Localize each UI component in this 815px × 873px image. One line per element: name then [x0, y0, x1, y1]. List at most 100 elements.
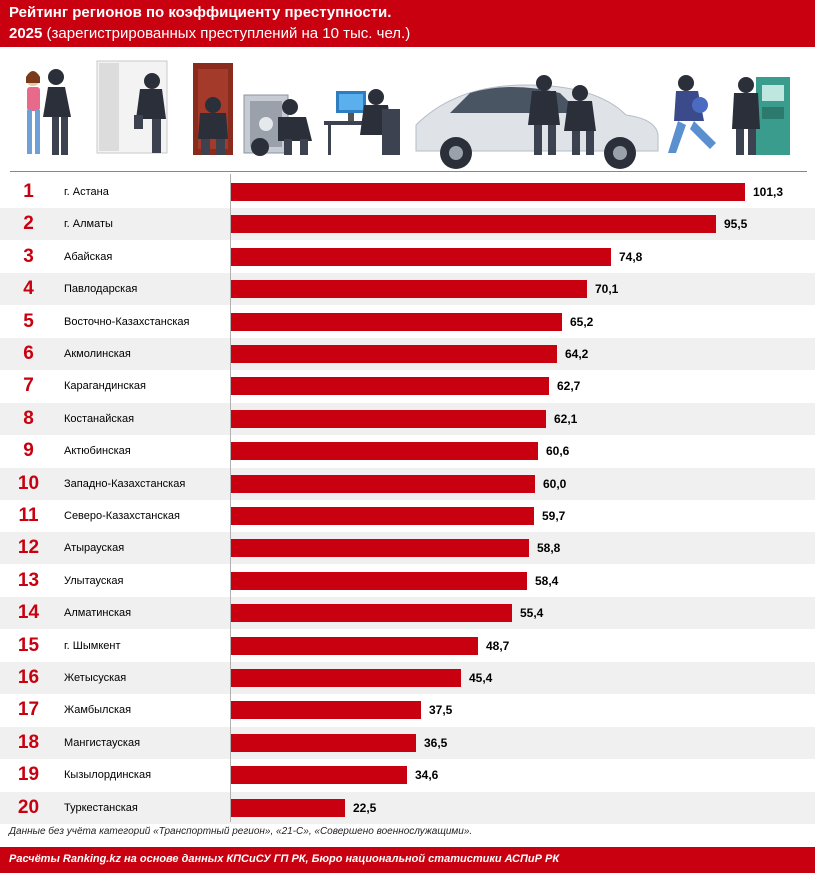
chart-subtitle: 2025 (зарегистрированных преступлений на…: [9, 25, 410, 42]
chart-row: 12 Атырауская 58,8: [0, 532, 815, 565]
chart-row: 6 Акмолинская 64,2: [0, 338, 815, 370]
footer-banner: Расчёты Ranking.kz на основе данных КПСи…: [0, 847, 815, 873]
bar: [231, 215, 716, 234]
bar: [231, 345, 557, 363]
bar: [231, 247, 611, 266]
rank-label: 7: [23, 375, 34, 397]
chart-row: 11 Северо-Казахстанская 59,7: [0, 500, 815, 532]
value-label: 58,4: [535, 573, 559, 588]
hacker-computer-icon: [324, 89, 400, 155]
rank-label: 20: [17, 796, 40, 818]
chart-row: 3 Абайская 74,8: [0, 240, 815, 273]
chart-row: 13 Улытауская 58,4: [0, 564, 815, 597]
chart-row: 10 Западно-Казахстанская 60,0: [0, 467, 815, 500]
rank-label: 9: [23, 440, 34, 462]
bar: [231, 183, 745, 201]
chart-row: 8 Костанайская 62,1: [0, 402, 815, 435]
chart-row: 19 Кызылординская 34,6: [0, 759, 815, 792]
rank-label: 8: [23, 407, 34, 429]
bar: [231, 280, 587, 299]
region-label: Жамбылская: [64, 704, 132, 717]
car-thieves-icon: [415, 75, 659, 169]
running-thief-icon: [668, 75, 716, 153]
region-label: Атырауская: [64, 542, 125, 555]
rank-label: 11: [18, 505, 39, 526]
rank-label: 6: [23, 343, 34, 364]
chart-row: 17 Жамбылская 37,5: [0, 694, 815, 727]
bar: [231, 312, 562, 331]
value-label: 60,0: [543, 476, 567, 491]
safe-cracker-icon: [243, 94, 312, 156]
rank-label: 4: [23, 278, 34, 300]
region-label: г. Алматы: [64, 218, 113, 231]
bar: [231, 733, 416, 752]
rank-label: 1: [23, 181, 34, 202]
thief-snatching-phone-icon: [26, 69, 71, 155]
chart-row: 4 Павлодарская 70,1: [0, 273, 815, 306]
value-label: 74,8: [619, 249, 643, 264]
rank-label: 3: [23, 245, 34, 267]
region-label: Жетысуская: [64, 672, 127, 684]
value-label: 45,4: [469, 671, 493, 685]
footnote: Данные без учёта категорий «Транспортный…: [9, 826, 473, 837]
value-label: 37,5: [429, 703, 453, 718]
rank-label: 15: [17, 634, 40, 656]
value-label: 65,2: [570, 314, 594, 329]
rank-label: 2: [23, 213, 34, 235]
header-banner: Рейтинг регионов по коэффициенту преступ…: [0, 0, 815, 47]
chart-row: 1 г. Астана 101,3: [0, 176, 815, 208]
value-label: 59,7: [542, 509, 566, 523]
bar: [231, 539, 529, 558]
region-label: Мангистауская: [64, 736, 141, 749]
rank-label: 18: [17, 731, 40, 753]
bar: [231, 409, 546, 428]
chart-title: Рейтинг регионов по коэффициенту преступ…: [9, 4, 392, 21]
chart-axis-line: [230, 174, 231, 822]
value-label: 58,8: [537, 541, 561, 556]
region-label: Восточно-Казахстанская: [64, 315, 190, 328]
region-label: г. Шымкент: [64, 639, 121, 652]
region-label: Северо-Казахстанская: [64, 510, 180, 522]
rank-label: 5: [23, 310, 34, 332]
chart-year: 2025: [9, 25, 43, 42]
crime-illustration: [26, 60, 790, 169]
region-label: Западно-Казахстанская: [64, 477, 186, 490]
region-label: Костанайская: [64, 412, 135, 425]
bar: [231, 474, 535, 493]
chart-row: 2 г. Алматы 95,5: [0, 208, 815, 241]
chart-row: 5 Восточно-Казахстанская 65,2: [0, 305, 815, 338]
value-label: 95,5: [724, 217, 748, 232]
bar: [231, 604, 512, 623]
chart-subtitle-text: (зарегистрированных преступлений на 10 т…: [46, 25, 411, 42]
rank-label: 16: [17, 667, 40, 688]
value-label: 101,3: [753, 185, 784, 199]
region-label: Павлодарская: [64, 283, 138, 296]
rank-label: 10: [17, 472, 40, 494]
bar: [231, 636, 478, 655]
value-label: 48,7: [486, 638, 510, 653]
source-credit: Расчёты Ranking.kz на основе данных КПСи…: [9, 853, 560, 865]
bar: [231, 442, 538, 461]
value-label: 70,1: [595, 282, 619, 297]
region-label: Карагандинская: [64, 380, 146, 393]
chart-row: 20 Туркестанская 22,5: [0, 791, 815, 824]
region-label: Абайская: [64, 250, 113, 263]
bar: [231, 701, 421, 720]
region-label: Алматинская: [64, 607, 132, 620]
bar: [231, 798, 345, 817]
rank-label: 17: [17, 699, 40, 721]
region-label: Туркестанская: [64, 801, 138, 814]
value-label: 55,4: [520, 606, 544, 621]
chart-row: 15 г. Шымкент 48,7: [0, 629, 815, 662]
value-label: 64,2: [565, 347, 589, 361]
region-label: Улытауская: [64, 574, 124, 587]
region-label: Кызылординская: [64, 769, 152, 782]
atm-thief-icon: [732, 77, 790, 155]
rank-label: 19: [17, 764, 40, 786]
chart-row: 18 Мангистауская 36,5: [0, 726, 815, 759]
region-label: г. Астана: [64, 186, 109, 198]
value-label: 22,5: [353, 800, 377, 815]
burglar-door-icon: [193, 63, 233, 155]
bar: [231, 766, 407, 785]
rank-label: 12: [17, 537, 40, 559]
